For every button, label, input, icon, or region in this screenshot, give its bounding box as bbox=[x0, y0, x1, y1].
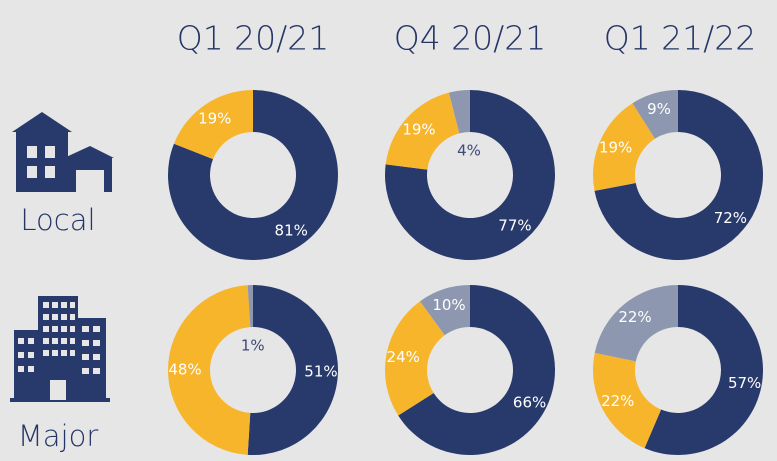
donut-slice bbox=[385, 301, 445, 416]
house-icon bbox=[12, 112, 114, 192]
row-label: Local bbox=[20, 203, 95, 237]
slice-label: 22% bbox=[618, 308, 651, 326]
slice-label: 48% bbox=[168, 361, 201, 379]
slice-label: 77% bbox=[498, 217, 531, 235]
slice-label: 19% bbox=[402, 121, 435, 139]
donut-slice bbox=[448, 90, 470, 134]
slice-label: 22% bbox=[601, 392, 634, 410]
column-header: Q4 20/21 bbox=[394, 19, 547, 58]
slice-label: 81% bbox=[275, 222, 308, 240]
slice-label: 66% bbox=[513, 393, 546, 411]
slice-label: 19% bbox=[599, 138, 632, 156]
column-header: Q1 21/22 bbox=[604, 19, 757, 58]
donut-slice bbox=[173, 90, 253, 160]
donut-slice bbox=[593, 352, 662, 449]
slice-label: 57% bbox=[728, 374, 761, 392]
donut-slice bbox=[385, 90, 556, 260]
donut-slice bbox=[594, 90, 763, 261]
slice-label: 4% bbox=[457, 142, 481, 160]
donut-slice bbox=[385, 92, 460, 170]
slice-label: 1% bbox=[241, 337, 265, 355]
donut-slice bbox=[247, 285, 253, 328]
row-label: Major bbox=[18, 419, 99, 453]
slice-label: 10% bbox=[432, 296, 465, 314]
slice-label: 24% bbox=[387, 348, 420, 366]
donut-slice bbox=[398, 285, 556, 456]
building-icon bbox=[10, 296, 110, 402]
donut-slice bbox=[168, 90, 338, 260]
slice-label: 51% bbox=[304, 363, 337, 381]
donut-slice bbox=[632, 90, 678, 139]
donut-slice bbox=[167, 285, 251, 455]
donut-slice bbox=[247, 285, 339, 455]
donut-slice bbox=[420, 285, 470, 336]
slice-label: 72% bbox=[714, 209, 747, 227]
slice-label: 19% bbox=[198, 109, 231, 127]
column-header: Q1 20/21 bbox=[177, 19, 330, 58]
slice-label: 9% bbox=[647, 100, 671, 118]
donut-slice bbox=[644, 285, 763, 455]
donut-slice bbox=[594, 285, 678, 362]
donut-slice bbox=[592, 103, 655, 191]
